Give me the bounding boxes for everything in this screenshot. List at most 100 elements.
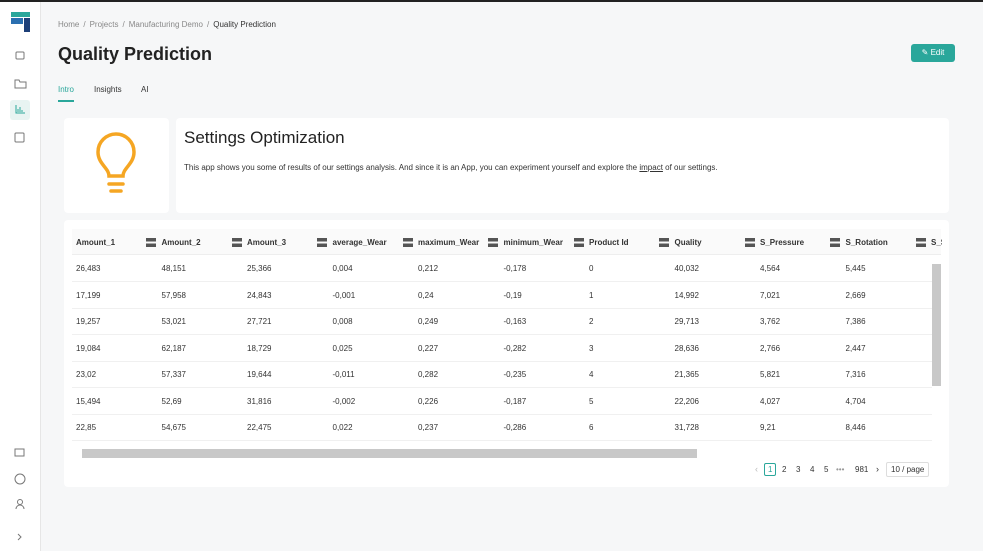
ellipsis: ••• [836, 465, 844, 474]
cell: 8,446 [846, 423, 866, 432]
cell: 4,027 [760, 397, 780, 406]
sort-icon [403, 238, 413, 247]
sort-icon [146, 238, 156, 247]
cell: 62,187 [162, 344, 186, 353]
cell: 7,316 [846, 370, 866, 379]
row-divider [72, 387, 932, 388]
cell: 5 [589, 397, 593, 406]
cell: 31,728 [675, 423, 699, 432]
cell: 19,644 [247, 370, 271, 379]
column-header[interactable]: S_Rotation [846, 238, 888, 247]
cell: 27,721 [247, 317, 271, 326]
cell: 40,032 [675, 264, 699, 273]
column-header[interactable]: Amount_1 [76, 238, 115, 247]
row-divider [72, 334, 932, 335]
cell: -0,011 [333, 370, 355, 379]
next[interactable]: › [876, 464, 879, 474]
page[interactable]: 981 [855, 465, 868, 474]
cell: 0,24 [418, 291, 434, 300]
cell: 21,365 [675, 370, 699, 379]
row-divider [72, 281, 932, 282]
cell: 4,704 [846, 397, 866, 406]
page[interactable]: 4 [810, 465, 814, 474]
column-header[interactable]: Amount_2 [162, 238, 201, 247]
cell: 7,386 [846, 317, 866, 326]
column-header[interactable]: Amount_3 [247, 238, 286, 247]
sort-icon [916, 238, 926, 247]
cell: -0,235 [504, 370, 527, 379]
cell: 54,675 [162, 423, 186, 432]
cell: -0,282 [504, 344, 527, 353]
cell: 19,084 [76, 344, 100, 353]
page[interactable]: 1 [764, 463, 776, 476]
cell: 22,475 [247, 423, 271, 432]
cell: 22,85 [76, 423, 96, 432]
cell: -0,187 [504, 397, 527, 406]
cell: -0,286 [504, 423, 527, 432]
cell: 2,669 [846, 291, 866, 300]
cell: 26,483 [76, 264, 100, 273]
page[interactable]: 2 [782, 465, 786, 474]
tab[interactable]: Intro [58, 85, 74, 102]
sort-icon [745, 238, 755, 247]
row-divider [72, 414, 932, 415]
cell: 0,226 [418, 397, 438, 406]
page[interactable]: 3 [796, 465, 800, 474]
sort-icon [574, 238, 584, 247]
cell: 0,022 [333, 423, 353, 432]
cell: 2,766 [760, 344, 780, 353]
cell: 0,237 [418, 423, 438, 432]
cell: 0,227 [418, 344, 438, 353]
page-size[interactable]: 10 / page [886, 462, 929, 477]
cell: 25,366 [247, 264, 271, 273]
column-header[interactable]: Quality [675, 238, 702, 247]
cell: 0,004 [333, 264, 353, 273]
v-scrollbar[interactable] [932, 264, 941, 386]
column-header[interactable]: minimum_Wear [504, 238, 563, 247]
cell: 3 [589, 344, 593, 353]
sort-icon [488, 238, 498, 247]
page[interactable]: 5 [824, 465, 828, 474]
cell: 6 [589, 423, 593, 432]
prev[interactable]: ‹ [755, 464, 758, 474]
cell: 57,337 [162, 370, 186, 379]
sort-icon [232, 238, 242, 247]
column-header[interactable]: average_Wear [333, 238, 387, 247]
cell: -0,001 [333, 291, 356, 300]
column-header[interactable]: maximum_Wear [418, 238, 479, 247]
sort-icon [317, 238, 327, 247]
cell: 28,636 [675, 344, 699, 353]
cell: 4 [589, 370, 593, 379]
column-header[interactable]: Product Id [589, 238, 629, 247]
cell: 24,843 [247, 291, 271, 300]
row-divider [72, 361, 932, 362]
cell: -0,163 [504, 317, 527, 326]
column-header[interactable]: S_S [931, 238, 942, 247]
cell: 4,564 [760, 264, 780, 273]
cell: 19,257 [76, 317, 100, 326]
cell: 0,008 [333, 317, 353, 326]
cell: 15,494 [76, 397, 100, 406]
tab[interactable]: Insights [94, 85, 122, 94]
cell: 3,762 [760, 317, 780, 326]
column-header[interactable]: S_Pressure [760, 238, 804, 247]
h-scrollbar[interactable] [82, 449, 697, 458]
cell: 0,212 [418, 264, 438, 273]
row-divider [72, 308, 932, 309]
cell: 2,447 [846, 344, 866, 353]
cell: 29,713 [675, 317, 699, 326]
cell: 22,206 [675, 397, 699, 406]
cell: 17,199 [76, 291, 100, 300]
cell: 0,282 [418, 370, 438, 379]
cell: 52,69 [162, 397, 182, 406]
cell: 5,821 [760, 370, 780, 379]
cell: 5,445 [846, 264, 866, 273]
cell: 53,021 [162, 317, 186, 326]
tab[interactable]: AI [141, 85, 149, 94]
row-divider [72, 440, 932, 441]
cell: 14,992 [675, 291, 699, 300]
cell: 57,958 [162, 291, 186, 300]
cell: 2 [589, 317, 593, 326]
cell: -0,178 [504, 264, 527, 273]
